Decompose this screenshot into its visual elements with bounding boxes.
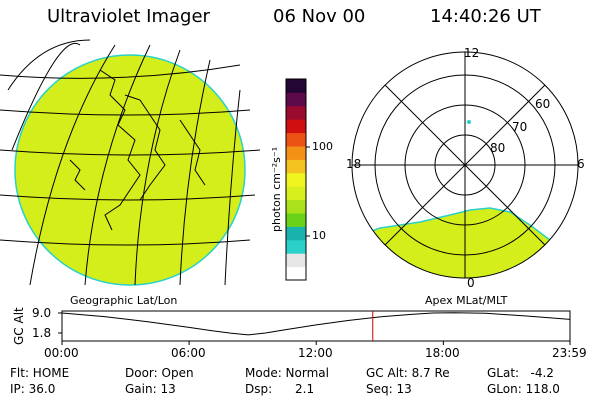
x-tick-label-2: 12:00 [298,346,333,360]
status-gain: Gain: 13 [125,382,176,396]
mlt-label-6: 6 [577,157,585,171]
meridian-line [7,39,91,91]
x-tick-label-1: 06:00 [171,346,206,360]
date-label: 06 Nov 00 [273,6,366,27]
mlat-label-80: 80 [490,141,506,155]
coastline-segment [69,159,86,191]
color-bar-cell [286,79,306,93]
color-bar-frame [285,78,307,281]
color-bar-cell [286,132,306,147]
y-tick-label-1-8: 1.8 [32,326,52,340]
parallel-line [0,239,251,246]
polar-diagonal-b [384,84,546,246]
status-glat: GLat: -4.2 [487,366,554,380]
mlt-label-12: 12 [464,46,480,60]
color-bar-cell [286,199,306,214]
parallel-line [0,194,256,201]
status-dsp: Dsp: 2.1 [245,382,315,396]
geographic-emission-disk [14,54,246,286]
meridian-line [11,42,81,151]
parallel-line [0,64,241,79]
mlt-label-0: 0 [467,276,475,290]
color-bar-cell [286,92,306,107]
color-bar-cell [286,213,306,227]
polar-emission-spot [467,120,471,124]
color-bar-unit: photon cm⁻²s⁻¹ [270,146,283,232]
status-seq: Seq: 13 [366,382,412,396]
coastline-segment [124,94,166,201]
altitude-series-line [61,312,571,336]
status-glon: GLon: 118.0 [487,382,560,396]
color-bar-cell [286,146,306,160]
meridian-line [179,59,211,285]
y-axis-label: GC Alt [12,307,26,345]
parallel-line [0,109,251,116]
apex-caption: Apex MLat/MLT [425,294,508,307]
mlat-label-70: 70 [512,120,528,134]
time-label: 14:40:26 UT [430,6,541,27]
color-bar [285,78,310,281]
geographic-map [0,39,261,286]
meridian-line [224,89,241,285]
color-bar-label-100: 100 [312,140,333,153]
mlat-label-60: 60 [535,97,551,111]
color-bar-cell [286,253,306,268]
color-bar-cell [286,239,306,254]
coastline [69,69,206,231]
x-tick-label-3: 18:00 [425,346,460,360]
color-bar-cell [286,186,306,201]
color-bar-cell [286,266,306,281]
geographic-grid [0,39,261,285]
status-gc-alt: GC Alt: 8.7 Re [366,366,450,380]
mlt-label-18: 18 [346,157,362,171]
color-bar-cell [286,105,306,120]
y-tick-label-9: 9.0 [32,306,52,320]
status-flight: Flt: HOME [10,366,70,380]
altitude-plot-frame [61,310,571,342]
geographic-caption: Geographic Lat/Lon [70,294,178,307]
altitude-chart [58,310,571,345]
meridian-line [134,49,181,285]
color-bar-cell [286,172,306,187]
polar-map [351,51,579,279]
x-tick-label-4: 23:59 [552,346,587,360]
color-bar-cell [286,159,306,174]
coastline-segment [179,119,206,186]
color-bar-cell [286,226,306,241]
status-ip: IP: 36.0 [10,382,56,396]
meridian-line [84,44,151,285]
color-bar-cell [286,119,306,134]
instrument-title: Ultraviolet Imager [47,6,210,27]
color-bar-label-10: 10 [312,229,326,242]
status-mode: Mode: Normal [245,366,329,380]
x-tick-label-0: 00:00 [44,346,79,360]
status-door: Door: Open [125,366,194,380]
coastline-segment [99,69,141,231]
